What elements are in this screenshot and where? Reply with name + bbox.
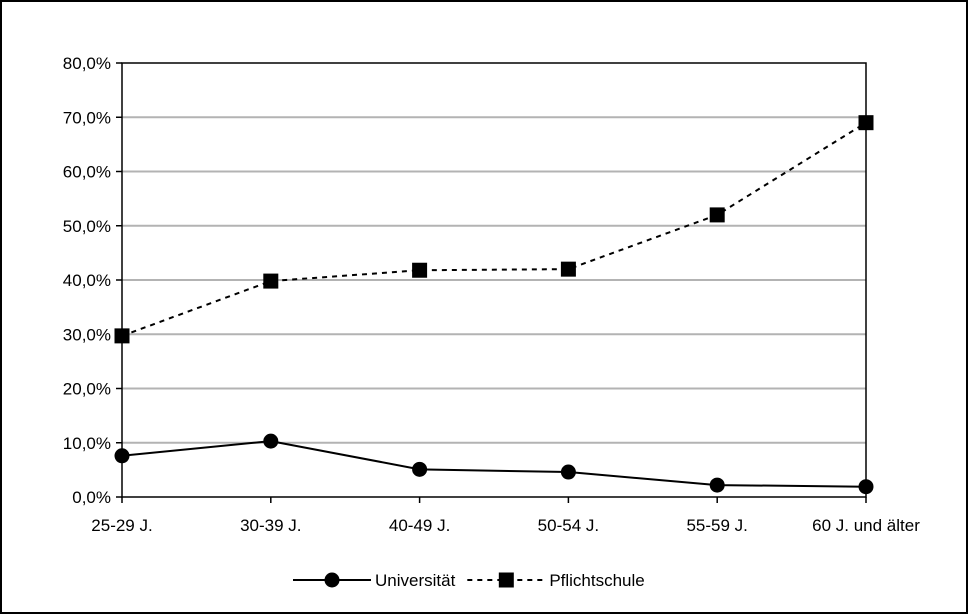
- data-point: [709, 477, 725, 493]
- y-tick-label: 80,0%: [63, 54, 111, 73]
- data-point: [114, 448, 130, 464]
- legend-marker-1: [498, 572, 514, 588]
- y-tick-label: 10,0%: [63, 434, 111, 453]
- y-axis: 0,0% 10,0% 20,0% 30,0% 40,0% 50,0% 60,0% 70,0% 8…: [63, 54, 122, 507]
- legend-label-0: Universität: [375, 571, 456, 590]
- y-tick-label: 50,0%: [63, 217, 111, 236]
- y-tick-label: 70,0%: [63, 108, 111, 127]
- data-point: [560, 464, 576, 480]
- data-point: [412, 461, 428, 477]
- x-tick-label: 50-54 J.: [538, 516, 599, 535]
- x-tick-label: 60 J. und älter: [812, 516, 920, 535]
- data-point: [858, 479, 874, 495]
- y-tick-label: 0,0%: [72, 488, 111, 507]
- legend-label-1: Pflichtschule: [549, 571, 644, 590]
- legend: Universität Pflichtschule: [293, 571, 645, 590]
- series-lines: [114, 115, 874, 495]
- data-point: [560, 261, 576, 277]
- y-tick-label: 40,0%: [63, 271, 111, 290]
- data-point: [263, 433, 279, 449]
- y-tick-label: 20,0%: [63, 380, 111, 399]
- series-line-0: [121, 440, 867, 488]
- data-point: [263, 273, 279, 289]
- series-line-1: [121, 121, 867, 337]
- x-axis: 25-29 J. 30-39 J. 40-49 J. 50-54 J. 55-59 J.…: [91, 497, 920, 535]
- x-tick-label: 30-39 J.: [240, 516, 301, 535]
- x-tick-label: 25-29 J.: [91, 516, 152, 535]
- y-tick-label: 60,0%: [63, 163, 111, 182]
- y-tick-label: 30,0%: [63, 325, 111, 344]
- data-point: [412, 262, 428, 278]
- data-point: [858, 115, 874, 131]
- data-point: [114, 328, 130, 344]
- data-point: [709, 207, 725, 223]
- legend-marker-0: [324, 572, 340, 588]
- x-tick-label: 55-59 J.: [686, 516, 747, 535]
- x-tick-label: 40-49 J.: [389, 516, 450, 535]
